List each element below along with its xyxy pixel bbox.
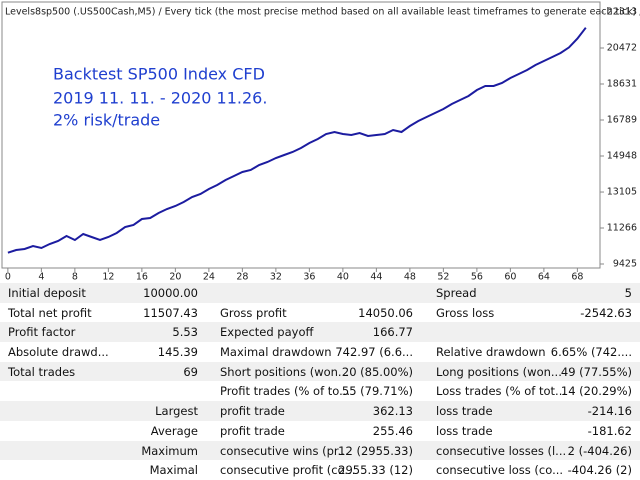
stat-value: 11507.43: [143, 305, 198, 320]
stat-value: 55 (79.71%): [341, 384, 413, 399]
stat-label: Total trades: [8, 364, 76, 379]
stat-label: Profit factor: [8, 325, 76, 340]
stat-value: 20 (85.00%): [341, 364, 413, 379]
x-tick-label: 24: [203, 272, 215, 283]
x-tick-label: 56: [471, 272, 483, 283]
y-tick-label: 20472: [607, 42, 637, 53]
x-tick-label: 48: [404, 272, 416, 283]
x-tick-label: 28: [236, 272, 248, 283]
annotation: 2% risk/trade: [53, 111, 160, 130]
stat-label: Expected payoff: [220, 325, 314, 340]
stat-label: Profit trades (% of to...: [220, 384, 351, 399]
stat-label: consecutive wins (pr...: [220, 443, 349, 458]
x-tick-label: 8: [72, 272, 78, 283]
stat-value: 10000.00: [143, 286, 198, 300]
x-tick-label: 64: [538, 272, 550, 283]
stats-row: Largest profit trade 362.13 loss trade -214.…: [0, 401, 640, 421]
plot-frame: [1, 1, 601, 269]
stat-value: -2542.63: [580, 305, 632, 320]
y-tick-label: 22313: [607, 6, 637, 17]
stat-value: 12 (2955.33): [338, 443, 413, 458]
stat-value: 49 (77.55%): [560, 364, 632, 379]
y-tick-label: 18631: [607, 78, 637, 89]
stat-label: Gross profit: [220, 305, 287, 320]
stat-value: 5.53: [172, 325, 198, 340]
x-tick-label: 0: [5, 272, 11, 283]
x-tick-label: 16: [136, 272, 148, 283]
stat-value: 69: [183, 364, 198, 379]
x-tick-label: 36: [303, 272, 315, 283]
annotation: 2019 11. 11. - 2020 11.26.: [53, 89, 267, 108]
stat-label: Spread: [436, 286, 477, 300]
stat-value: 5: [624, 286, 632, 300]
stat-label: Total net profit: [8, 305, 92, 320]
stats-row: Maximum consecutive wins (pr... 12 (2955.3…: [0, 440, 640, 461]
stats-row: Profit trades (% of to... 55 (79.71%) Loss…: [0, 381, 640, 402]
stat-value: 255.46: [372, 423, 413, 438]
stat-value: 145.39: [157, 345, 198, 360]
stat-value: 14 (20.29%): [560, 384, 632, 399]
stat-value: -181.62: [587, 423, 632, 438]
x-tick-label: 20: [169, 272, 181, 283]
stat-value: -404.26 (2): [567, 463, 632, 478]
stats-row: Total net profit 11507.43 Gross profit 1405…: [0, 302, 640, 323]
stat-label: profit trade: [220, 404, 285, 419]
stat-value: Maximal: [149, 463, 198, 478]
chart: Levels8sp500 (.US500Cash,M5) / Every tic…: [1, 1, 640, 283]
stat-label: Loss trades (% of tot...: [436, 384, 567, 399]
x-tick-label: 12: [102, 272, 114, 283]
y-tick-label: 16789: [607, 115, 637, 126]
stat-label: Relative drawdown: [436, 345, 546, 360]
y-tick-label: 13105: [607, 187, 637, 198]
stat-value: Largest: [155, 404, 198, 419]
x-tick-label: 60: [504, 272, 516, 283]
x-tick-label: 52: [437, 272, 449, 283]
stat-value: 742.97 (6.6...: [335, 345, 413, 360]
x-tick-label: 68: [571, 272, 583, 283]
stats-table: Initial deposit 10000.00 Spread 5 Total net …: [0, 283, 640, 480]
stat-label: Absolute drawd...: [8, 345, 109, 360]
x-tick-label: 4: [38, 272, 44, 283]
x-tick-label: 40: [337, 272, 349, 283]
stat-label: consecutive losses (l...: [436, 443, 567, 458]
stat-value: 2955.33 (12): [338, 463, 413, 478]
stat-label: loss trade: [436, 404, 493, 419]
x-tick-label: 32: [270, 272, 282, 283]
stat-value: -214.16: [587, 404, 632, 419]
stat-value: Maximum: [141, 443, 198, 458]
y-tick-label: 11266: [607, 222, 637, 233]
chart-title: Levels8sp500 (.US500Cash,M5) / Every tic…: [5, 7, 640, 18]
x-tick-label: 44: [370, 272, 382, 283]
stat-value: 166.77: [372, 325, 413, 340]
stat-label: profit trade: [220, 423, 285, 438]
stats-row: Average profit trade 255.46 loss trade -181.…: [0, 420, 640, 441]
stat-label: Initial deposit: [8, 286, 86, 300]
stat-label: Maximal drawdown: [220, 345, 332, 360]
stat-label: consecutive profit (co...: [220, 463, 356, 478]
stat-value: Average: [150, 423, 198, 438]
stats-row: Maximal consecutive profit (co... 2955.33 …: [0, 460, 640, 480]
stat-value: 362.13: [372, 404, 413, 419]
stats-row: Total trades 69 Short positions (won... 20 …: [0, 361, 640, 382]
stats-row: Initial deposit 10000.00 Spread 5: [0, 283, 640, 303]
y-tick-label: 14948: [607, 151, 637, 162]
stat-value: 6.65% (742....: [550, 345, 632, 360]
stat-label: Gross loss: [436, 305, 495, 320]
stat-label: loss trade: [436, 423, 493, 438]
balance-line: [7, 27, 587, 254]
stats-row: Profit factor 5.53 Expected payoff 166.77: [0, 322, 640, 343]
annotation: Backtest SP500 Index CFD: [53, 65, 265, 84]
stat-value: 14050.06: [358, 305, 413, 320]
stats-row: Absolute drawd... 145.39 Maximal drawdown 7…: [0, 342, 640, 362]
stat-label: Short positions (won...: [220, 364, 349, 379]
stat-label: consecutive loss (co...: [436, 463, 564, 478]
stat-value: 2 (-404.26): [567, 443, 632, 458]
stat-label: Long positions (won...: [436, 364, 562, 379]
y-tick-label: 9425: [613, 258, 637, 269]
